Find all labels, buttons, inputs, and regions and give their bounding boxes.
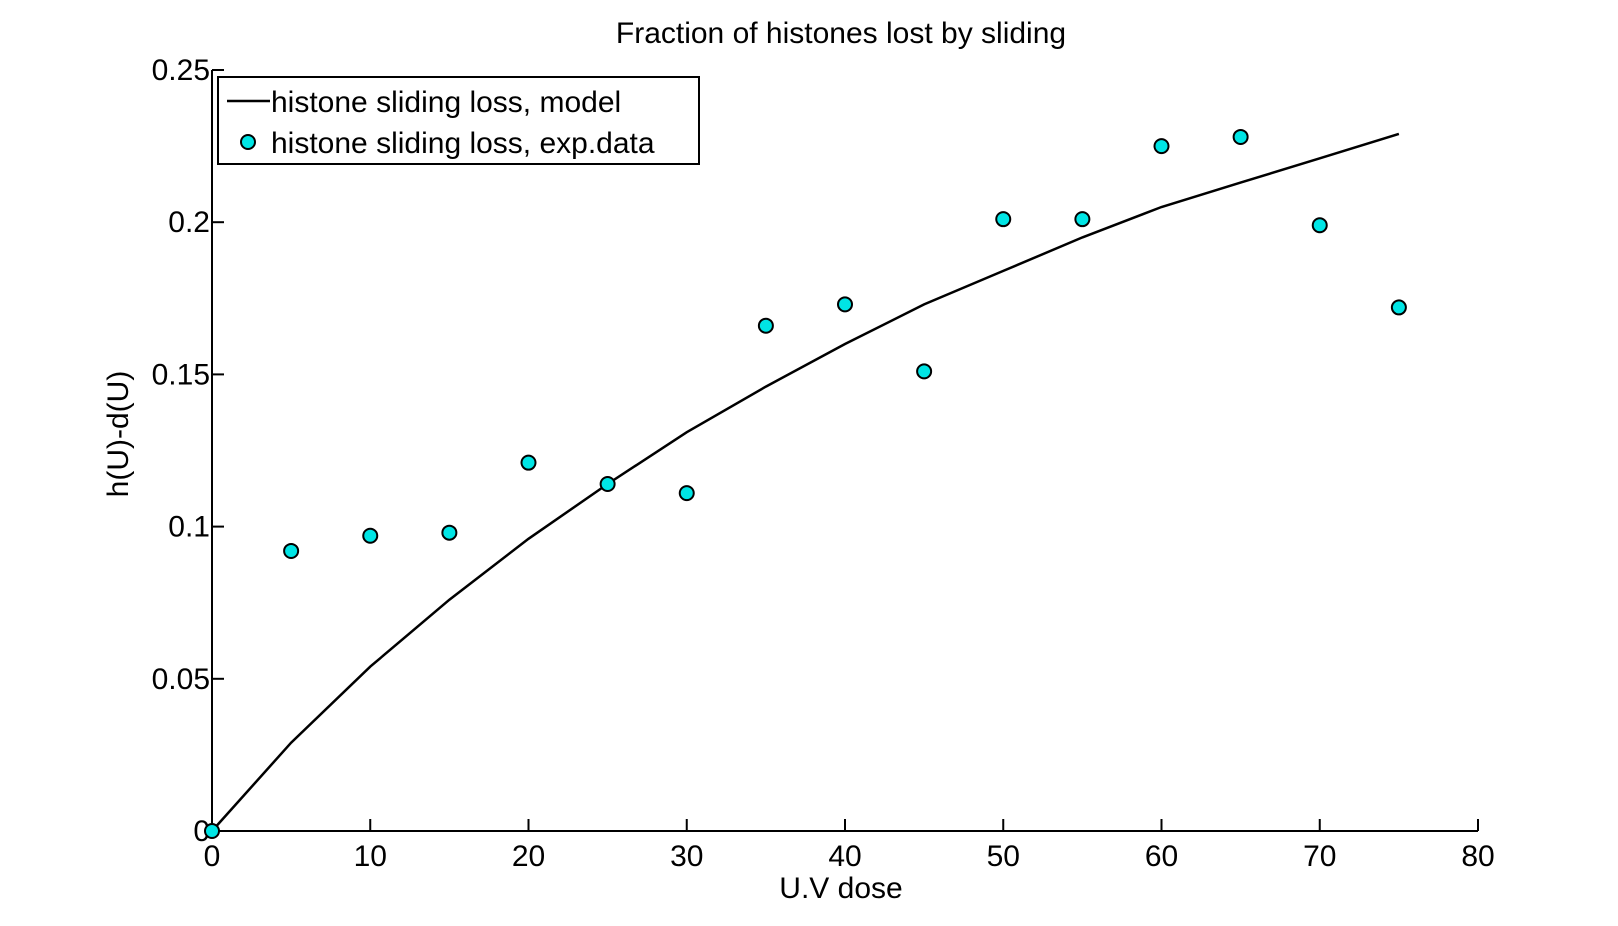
x-axis-label: U.V dose [779, 872, 902, 905]
axes: 0 10 20 30 40 50 60 70 80 0 0.05 0.1 0.15 0.2 0.25 [152, 54, 1495, 873]
legend-exp-label: histone sliding loss, exp.data [271, 127, 655, 160]
x-tick-label: 30 [670, 840, 703, 873]
data-point [916, 363, 933, 380]
data-point [1390, 299, 1407, 316]
y-tick-label: 0 [193, 815, 210, 848]
data-point [995, 211, 1012, 228]
data-point [520, 454, 537, 471]
exp-data-series [204, 128, 1407, 839]
x-tick-label: 50 [987, 840, 1020, 873]
x-tick-label: 10 [354, 840, 387, 873]
data-point [1311, 217, 1328, 234]
x-tick-label: 70 [1303, 840, 1336, 873]
data-point [204, 823, 220, 839]
y-tick-label: 0.05 [152, 663, 210, 696]
legend-box [217, 76, 700, 165]
x-tick-label: 0 [204, 840, 221, 873]
data-point [283, 542, 300, 559]
legend-exp-swatch [240, 134, 256, 150]
x-tick-label: 40 [828, 840, 861, 873]
legend: histone sliding loss, model histone slid… [217, 76, 700, 165]
model-series [211, 132, 1400, 832]
data-point [1153, 138, 1170, 155]
data-point [757, 317, 774, 334]
x-tick-label: 80 [1461, 840, 1494, 873]
y-tick-label: 0.1 [168, 511, 210, 544]
y-axis-label: h(U)-d(U) [102, 371, 135, 498]
model-line [211, 132, 1400, 832]
data-point [837, 296, 853, 313]
chart-title: Fraction of histones lost by sliding [616, 17, 1066, 50]
data-point [362, 527, 379, 544]
data-point [1074, 211, 1091, 228]
data-point [678, 485, 695, 502]
y-tick-label: 0.2 [168, 206, 210, 239]
y-tick-label: 0.15 [152, 358, 210, 391]
y-tick-label: 0.25 [152, 54, 210, 87]
data-point [599, 475, 616, 492]
legend-model-label: histone sliding loss, model [271, 86, 621, 119]
x-tick-label: 60 [1145, 840, 1178, 873]
x-tick-label: 20 [512, 840, 545, 873]
data-point [441, 524, 458, 541]
data-point [1232, 128, 1249, 145]
